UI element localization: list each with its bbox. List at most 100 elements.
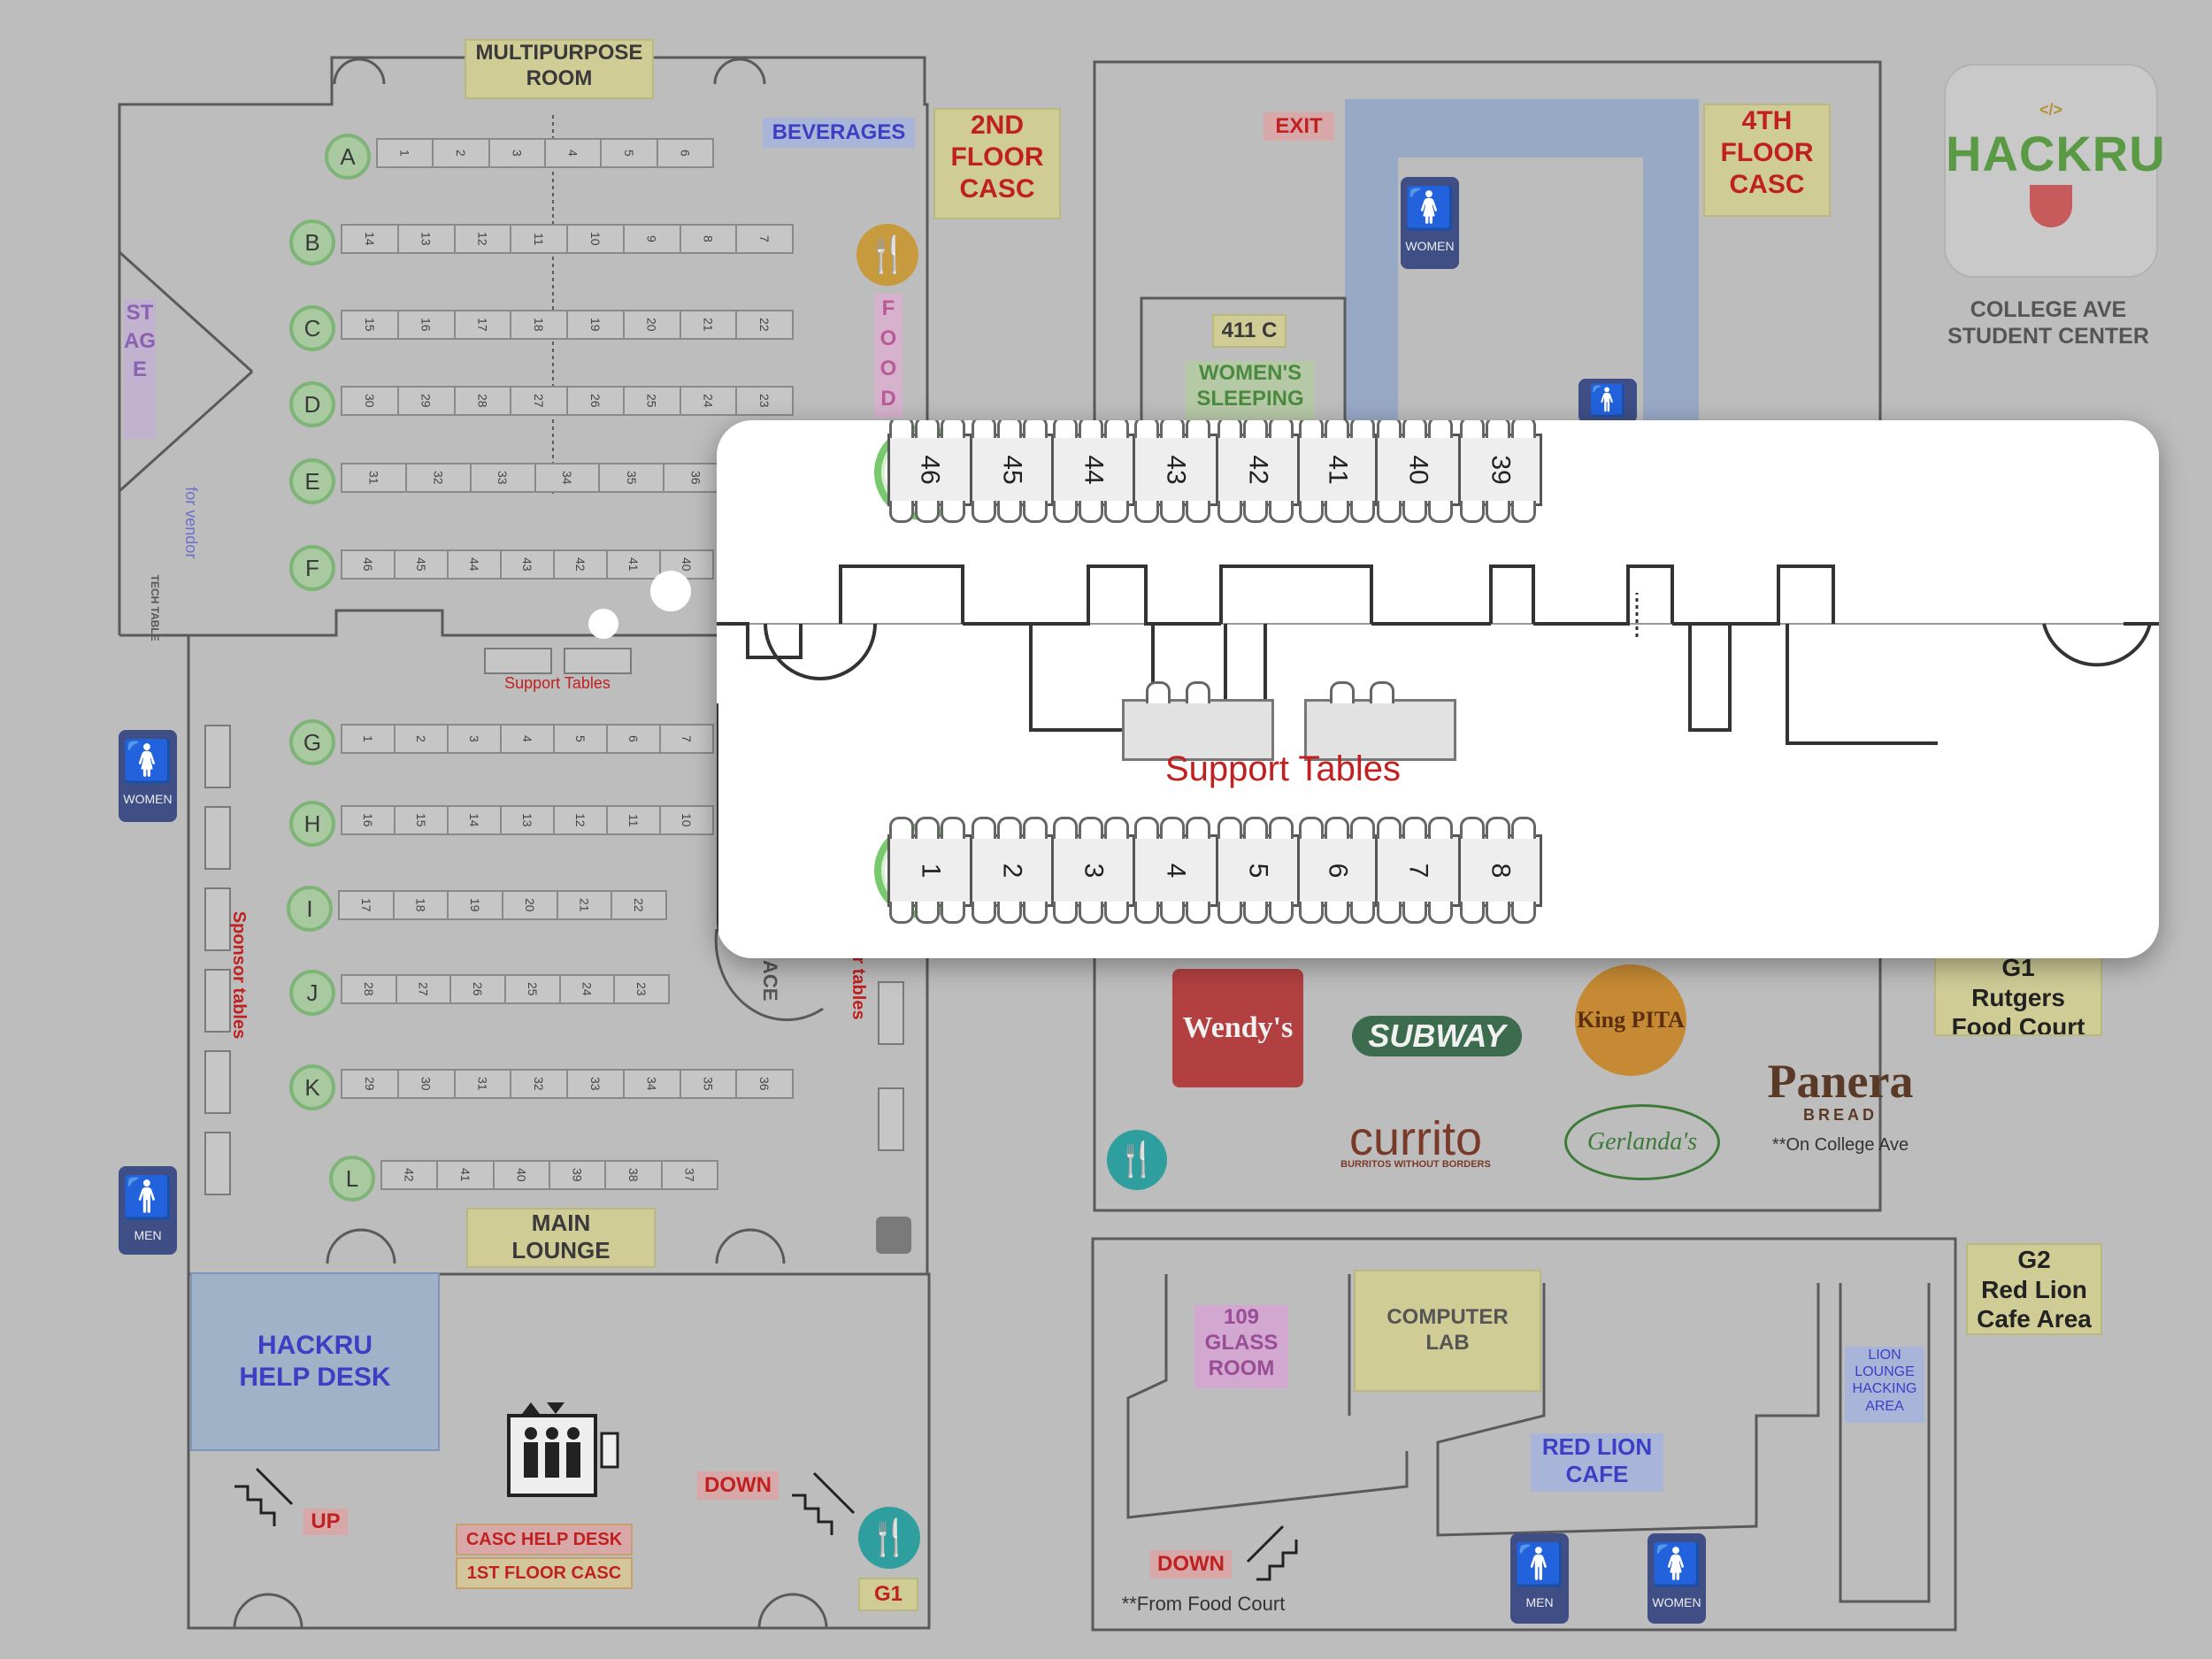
zoom-table[interactable]: 7: [1375, 834, 1461, 907]
stage-label: STAGE: [124, 299, 156, 439]
zoom-table[interactable]: 6: [1297, 834, 1378, 907]
chair: [997, 420, 1022, 438]
zoom-table[interactable]: 45: [970, 434, 1054, 506]
chair: [915, 817, 940, 839]
row-c-strip: 15 16 17 18 19 20 21 22: [341, 310, 794, 340]
table-cell: 37: [660, 1160, 718, 1190]
chair: [1269, 817, 1294, 839]
table-cell: 45: [394, 549, 449, 580]
table-cell: 20: [622, 310, 681, 340]
table-cell: 4: [543, 138, 603, 168]
zoom-table-number: 2: [997, 863, 1027, 879]
casc-help-desk-label: CASC HELP DESK: [456, 1524, 633, 1555]
chair: [1186, 902, 1210, 924]
zoom-table[interactable]: 8: [1458, 834, 1542, 907]
chair: [1511, 902, 1536, 924]
red-lion-cafe-label: RED LION CAFE: [1531, 1433, 1663, 1492]
zoom-table[interactable]: 2: [970, 834, 1054, 907]
glass-room-label: 109 GLASS ROOM: [1194, 1305, 1288, 1388]
table-cell: 28: [341, 974, 397, 1004]
zoom-table[interactable]: 39: [1458, 434, 1542, 506]
chair: [1350, 501, 1375, 523]
zoom-table[interactable]: 46: [887, 434, 972, 506]
table-cell: 3: [447, 724, 502, 754]
zoom-table-number: 3: [1079, 863, 1109, 879]
row-b-marker: B: [289, 219, 335, 265]
chair: [1377, 420, 1402, 438]
zoom-table[interactable]: 5: [1216, 834, 1300, 907]
zoom-table[interactable]: 1: [887, 834, 972, 907]
food-icon: 🍴: [856, 224, 918, 286]
exit-label: EXIT: [1263, 112, 1334, 141]
table-cell: 36: [735, 1069, 794, 1099]
g1-label: G1: [858, 1578, 918, 1611]
table-cell: 33: [566, 1069, 625, 1099]
chair: [1217, 420, 1242, 438]
restroom-icon-4th: 🚹: [1578, 379, 1637, 423]
chair: [1299, 420, 1324, 438]
elevator-icon: [507, 1402, 619, 1497]
table-cell: 16: [396, 310, 456, 340]
chair: [1186, 817, 1210, 839]
zoom-support-tables-label: Support Tables: [1164, 749, 1402, 788]
chair: [1023, 420, 1048, 438]
g1-food-court-label: G1 Rutgers Food Court: [1934, 951, 2102, 1036]
chair: [1217, 902, 1242, 924]
table-cell: 33: [469, 463, 536, 493]
table-cell: 5: [600, 138, 658, 168]
chair: [1325, 817, 1349, 839]
zoom-table[interactable]: 40: [1375, 434, 1461, 506]
magnifier-handle[interactable]: [650, 571, 691, 611]
men-foodcourt-label: MEN: [1525, 1595, 1554, 1609]
shield-icon: [2030, 185, 2072, 227]
row-d-marker: D: [289, 381, 335, 427]
row-g-marker: G: [289, 719, 335, 765]
table-cell: 30: [341, 386, 399, 416]
zoom-table[interactable]: 4: [1133, 834, 1218, 907]
table-cell: 22: [611, 890, 668, 920]
table-cell: 26: [566, 386, 625, 416]
row-f-strip: 46 45 44 43 42 41 40: [341, 549, 714, 580]
chair: [1402, 420, 1427, 438]
chair: [889, 501, 914, 523]
chair: [972, 420, 996, 438]
zoom-table[interactable]: 3: [1051, 834, 1135, 907]
zoom-table-number: 44: [1079, 455, 1109, 485]
chair: [1134, 817, 1159, 839]
chair: [1350, 902, 1375, 924]
main-lounge-label: MAIN LOUNGE: [466, 1208, 656, 1268]
chair: [941, 420, 965, 438]
table-cell: 35: [679, 1069, 738, 1099]
table-cell: 24: [558, 974, 616, 1004]
college-ave-label: COLLEGE AVE STUDENT CENTER: [1947, 297, 2149, 349]
zoom-table[interactable]: 44: [1051, 434, 1135, 506]
chair: [1243, 501, 1268, 523]
chair: [1243, 817, 1268, 839]
lion-lounge-label: LION LOUNGE HACKING AREA: [1845, 1347, 1924, 1423]
chair: [1023, 902, 1048, 924]
zoom-table[interactable]: 43: [1133, 434, 1218, 506]
computer-lab-label: COMPUTER LAB: [1354, 1270, 1541, 1392]
chair: [1104, 817, 1129, 839]
table-cell: 32: [510, 1069, 568, 1099]
chair: [1160, 817, 1185, 839]
table-cell: 41: [436, 1160, 495, 1190]
chair: [1053, 420, 1078, 438]
magnifier-walls: [717, 565, 2159, 958]
chair: [1134, 501, 1159, 523]
zoom-table[interactable]: 41: [1297, 434, 1378, 506]
zoom-table[interactable]: 42: [1216, 434, 1300, 506]
zoom-table-number: 45: [997, 455, 1027, 485]
chair: [1243, 902, 1268, 924]
table-cell: 34: [534, 463, 601, 493]
magnifier-handle-small[interactable]: [588, 609, 618, 639]
row-c-marker: C: [289, 305, 335, 351]
chair: [1104, 902, 1129, 924]
chair: [915, 902, 940, 924]
chair: [1428, 420, 1453, 438]
table-cell: 21: [556, 890, 613, 920]
chair: [1486, 501, 1510, 523]
table-cell: 29: [341, 1069, 399, 1099]
row-h-marker: H: [289, 801, 335, 847]
